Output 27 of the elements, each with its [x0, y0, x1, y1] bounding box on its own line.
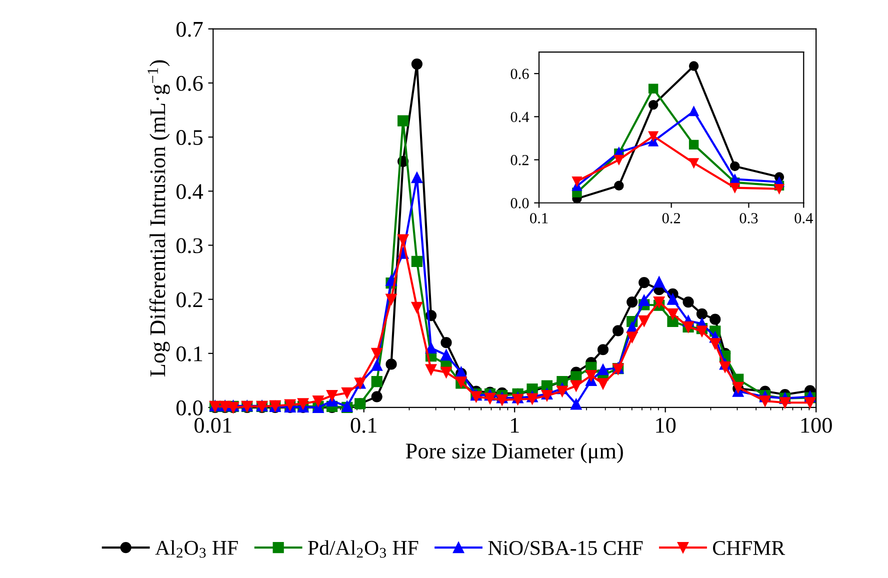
x-tick-label: 0.4: [794, 213, 813, 224]
x-tick-label: 0.1: [530, 213, 548, 224]
y-tick-label: 0.4: [510, 112, 530, 122]
y-tick-label: 0.3: [176, 238, 203, 254]
x-tick-label: 0.01: [194, 418, 232, 433]
y-tick-label: 0.2: [176, 292, 202, 308]
y-tick-label: 0.5: [176, 130, 203, 146]
x-tick-label: 100: [801, 418, 832, 433]
x-tick-label: 10: [656, 418, 676, 433]
y-tick-label: 0.4: [176, 184, 204, 200]
y-tick-label: 0.0: [510, 198, 529, 208]
x-axis-title: Pore size Diameter (μm): [406, 442, 623, 464]
y-tick-label: 0.0: [176, 400, 203, 416]
y-axis-title: Log Differential Intrusion (mL·g$^{−1}$): [148, 60, 170, 376]
x-tick-label: 0.3: [740, 213, 758, 224]
y-tick-label: 0.6: [176, 76, 203, 92]
legend-label: Al$_{2}$O$_{3}$ HF: [155, 540, 238, 558]
x-tick-label: 0.2: [662, 213, 680, 224]
y-tick-label: 0.1: [176, 346, 202, 362]
y-tick-label: 0.7: [176, 22, 203, 37]
x-tick-label: 1: [510, 418, 519, 433]
legend-label: CHFMR: [713, 541, 786, 556]
y-tick-label: 0.2: [510, 154, 528, 166]
y-tick-label: 0.6: [510, 68, 529, 80]
legend-label: Pd/Al$_{2}$O$_{3}$ HF: [308, 540, 418, 558]
legend-label: NiO/SBA-15 CHF: [488, 541, 643, 556]
x-tick-label: 0.1: [350, 418, 376, 433]
